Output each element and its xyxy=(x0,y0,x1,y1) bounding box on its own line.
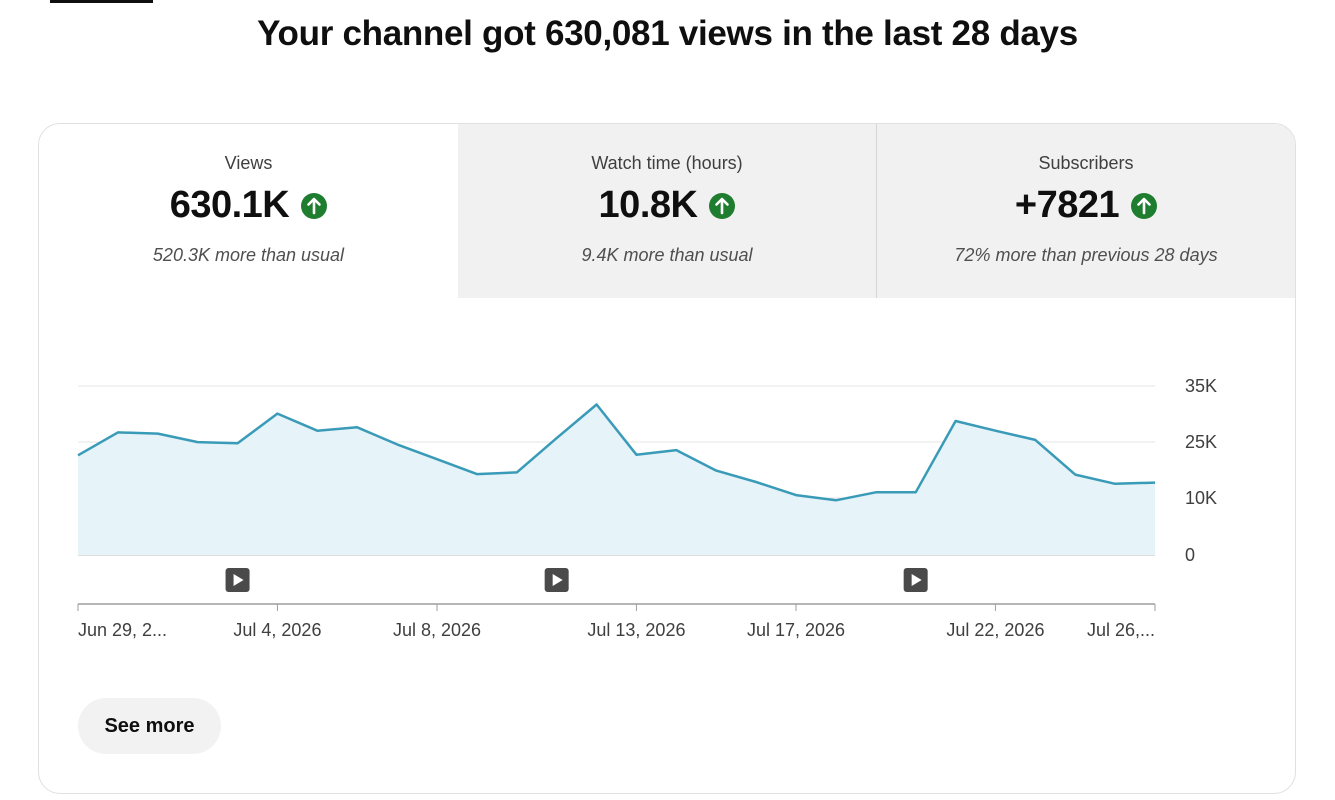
data-point xyxy=(276,412,279,415)
data-point xyxy=(236,442,239,445)
x-tick-label: Jun 29, 2... xyxy=(78,620,167,640)
metric-tab-views[interactable]: Views 630.1K 520.3K more than usual xyxy=(39,124,458,298)
data-point xyxy=(1074,473,1077,476)
data-point xyxy=(116,431,119,434)
data-point xyxy=(77,454,80,457)
data-point xyxy=(994,429,997,432)
x-tick-label: Jul 13, 2026 xyxy=(587,620,685,640)
play-icon xyxy=(233,574,244,586)
data-point xyxy=(595,403,598,406)
data-point xyxy=(196,441,199,444)
data-point xyxy=(396,443,399,446)
series-area-fill xyxy=(78,404,1155,555)
data-point xyxy=(156,432,159,435)
top-tab-indicator xyxy=(50,0,153,3)
metric-value: 10.8K xyxy=(598,184,698,226)
metric-label: Watch time (hours) xyxy=(591,153,743,173)
data-point xyxy=(874,491,877,494)
data-point xyxy=(1154,481,1157,484)
metric-comparison: 9.4K more than usual xyxy=(581,245,753,265)
y-tick-label: 10K xyxy=(1185,488,1217,508)
metric-value-row: 10.8K xyxy=(458,184,876,227)
series-line xyxy=(77,403,1156,502)
see-more-button[interactable]: See more xyxy=(78,698,221,754)
page-headline: Your channel got 630,081 views in the la… xyxy=(257,14,1078,53)
analytics-card: Views 630.1K 520.3K more than usual Watc… xyxy=(38,123,1296,794)
y-tick-label: 25K xyxy=(1185,432,1217,452)
views-line-chart: 35K 25K 10K 0 Jun 29, 2... Jul 4, 2026 Jul 8, … xyxy=(77,376,1217,640)
data-point xyxy=(1034,438,1037,441)
data-point xyxy=(1114,482,1117,485)
data-point xyxy=(635,453,638,456)
data-point xyxy=(555,437,558,440)
tab-divider xyxy=(876,124,877,298)
arrow-up-icon xyxy=(1131,192,1158,219)
data-point xyxy=(475,473,478,476)
metric-label: Views xyxy=(224,153,273,173)
x-tick-label: Jul 8, 2026 xyxy=(393,620,481,640)
play-icon xyxy=(552,574,563,586)
data-point xyxy=(316,429,319,432)
arrow-up-icon xyxy=(301,192,328,219)
x-tick-label: Jul 26,... xyxy=(1087,620,1155,640)
metric-tab-watch-time[interactable]: Watch time (hours) 10.8K 9.4K more than … xyxy=(458,124,876,298)
data-point xyxy=(755,481,758,484)
data-point xyxy=(914,491,917,494)
data-point xyxy=(515,471,518,474)
x-tick-label: Jul 4, 2026 xyxy=(233,620,321,640)
metric-value: +7821 xyxy=(1014,184,1120,226)
data-point xyxy=(954,420,957,423)
x-tick-label: Jul 22, 2026 xyxy=(946,620,1044,640)
metric-comparison: 520.3K more than usual xyxy=(152,245,345,265)
metric-tab-subscribers[interactable]: Subscribers +7821 72% more than previous… xyxy=(877,124,1295,298)
data-point xyxy=(715,469,718,472)
data-point xyxy=(795,494,798,497)
metric-value: 630.1K xyxy=(169,184,290,226)
data-point xyxy=(356,426,359,429)
metric-value-row: 630.1K xyxy=(39,184,458,227)
metric-value-row: +7821 xyxy=(877,184,1295,227)
y-tick-label: 0 xyxy=(1185,545,1195,565)
x-tick-label: Jul 17, 2026 xyxy=(747,620,845,640)
play-icon xyxy=(911,574,922,586)
y-tick-label: 35K xyxy=(1185,376,1217,396)
data-point xyxy=(834,499,837,502)
metric-label: Subscribers xyxy=(1038,153,1134,173)
arrow-up-icon xyxy=(709,192,736,219)
metric-comparison: 72% more than previous 28 days xyxy=(954,245,1218,265)
data-point xyxy=(675,449,678,452)
data-point xyxy=(436,458,439,461)
